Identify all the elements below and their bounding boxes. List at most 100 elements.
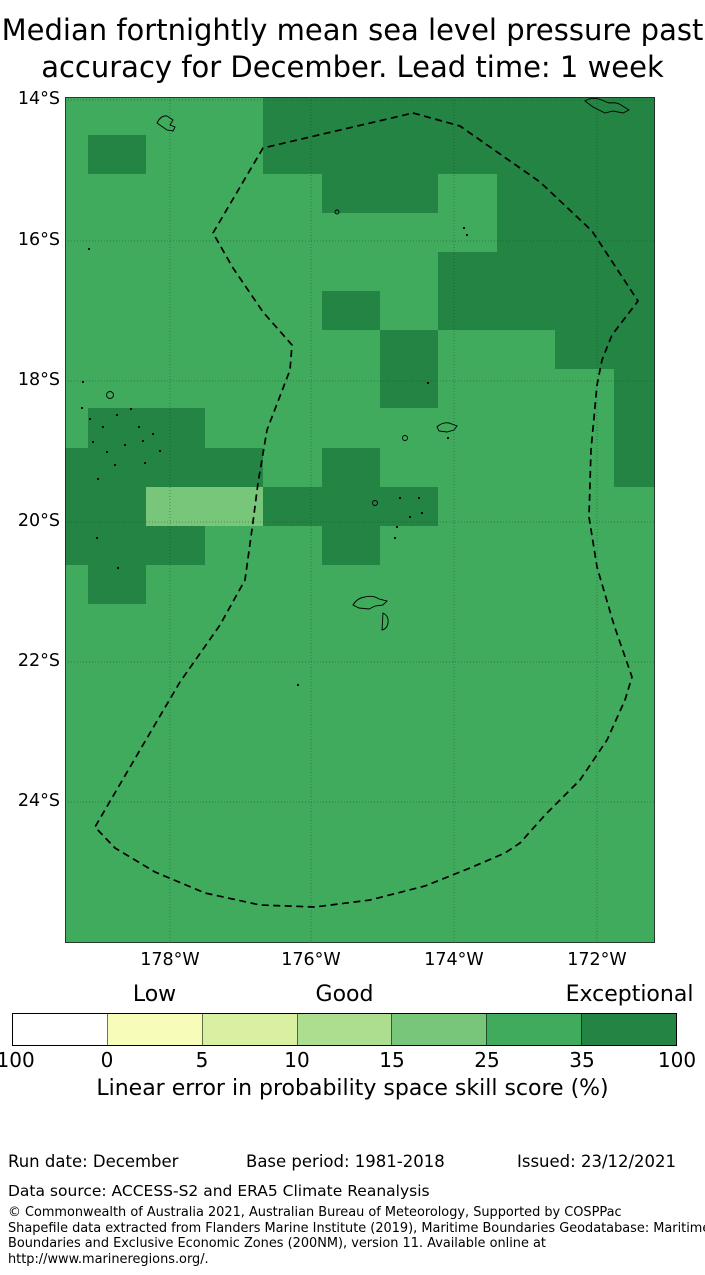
islet-speck [393,536,397,540]
lat-tick-label: 18°S [17,370,60,390]
island-outline [372,500,378,506]
skill-patch-35-100 [263,487,438,526]
islet-speck [143,461,147,465]
skill-map-svg [65,97,655,943]
islet-speck [101,425,105,429]
islet-speck [129,407,133,411]
islet-speck [96,477,100,481]
base-period-label: Base period: 1981-2018 [246,1152,445,1171]
skill-patch-35-100 [497,174,655,330]
island-outline [106,391,114,399]
islet-speck [408,515,412,519]
run-date-label: Run date: December [8,1152,179,1171]
skill-patch-35-100 [614,369,655,487]
issued-date-label: Issued: 23/12/2021 [517,1152,677,1171]
data-source-label: Data source: ACCESS-S2 and ERA5 Climate … [8,1182,430,1200]
skill-patch-35-100 [438,252,497,330]
island-outline [584,97,630,114]
figure-title-line1: Median fortnightly mean sea level pressu… [1,13,704,47]
islet-speck [116,566,120,570]
copyright-line: http://www.marineregions.org/. [8,1251,209,1267]
colorbar-segment--100-0 [13,1014,107,1045]
lat-tick-label: 14°S [17,89,60,109]
islet-speck [398,496,402,500]
lat-tick-label: 16°S [17,230,60,250]
islet-speck [137,425,141,429]
colorbar [12,1013,677,1046]
skill-patch-15-25 [146,487,263,526]
island-outline [381,612,389,631]
islet-speck [465,233,469,237]
colorbar-tick: 15 [379,1048,405,1072]
colorbar-tick: -100 [0,1048,35,1072]
islet-speck [113,463,117,467]
colorbar-quality-exceptional: Exceptional [565,982,694,1007]
colorbar-quality-good: Good [315,982,374,1007]
skill-patch-35-100 [88,135,146,174]
skill-patch-35-100 [263,97,655,174]
colorbar-tick: 5 [195,1048,209,1072]
island-outline [436,422,458,433]
islet-speck [105,450,109,454]
colorbar-tick: 10 [284,1048,310,1072]
colorbar-tick: 100 [657,1048,697,1072]
colorbar-caption: Linear error in probability space skill … [96,1076,609,1101]
colorbar-segment-5-10 [201,1014,297,1045]
figure-title: Median fortnightly mean sea level pressu… [0,12,705,94]
islet-speck [80,406,84,410]
colorbar-segment-10-15 [296,1014,392,1045]
skill-patch-35-100 [380,330,438,408]
lon-tick-label: 178°W [140,950,200,970]
lat-tick-label: 20°S [17,511,60,531]
copyright-line: © Commonwealth of Australia 2021, Austra… [8,1205,622,1220]
islet-speck [395,525,399,529]
islet-speck [151,432,155,436]
figure-title-line2: accuracy for December. Lead time: 1 week [41,50,664,84]
lon-tick-label: 174°W [424,950,484,970]
copyright-text: © Commonwealth of Australia 2021, Austra… [8,1205,705,1267]
map-plot-area [65,97,655,943]
lon-tick-label: 172°W [567,950,627,970]
islet-speck [158,449,162,453]
colorbar-segment-25-35 [486,1014,582,1045]
colorbar-quality-low: Low [132,982,177,1007]
skill-patch-35-100 [322,174,438,213]
lat-tick-label: 22°S [17,651,60,671]
islet-speck [123,443,127,447]
lat-tick-label: 24°S [17,791,60,811]
islet-speck [91,440,95,444]
island-outline [352,595,388,610]
colorbar-segment-35-100 [581,1014,677,1045]
islet-speck [426,381,430,385]
islet-speck [115,413,119,417]
skill-patch-35-100 [88,408,205,448]
eez-boundary-dashed [94,112,639,908]
islet-speck [81,380,85,384]
islet-speck [420,511,424,515]
island-outline [156,115,176,132]
islet-speck [141,439,145,443]
colorbar-segment-15-25 [391,1014,487,1045]
copyright-line: Boundaries and Exclusive Economic Zones … [8,1236,546,1251]
colorbar-tick: 25 [474,1048,500,1072]
islet-speck [296,683,300,687]
skill-patch-35-100 [65,487,146,565]
skill-patch-35-100 [146,526,205,565]
lon-tick-label: 176°W [281,950,341,970]
islet-speck [95,536,99,540]
islet-speck [87,247,91,251]
skill-patch-35-100 [555,330,655,369]
colorbar-tick: 0 [100,1048,114,1072]
skill-patch-35-100 [322,291,380,330]
skill-patch-35-100 [88,565,146,604]
skill-patch-35-100 [65,448,263,487]
islet-speck [88,417,92,421]
island-outline [334,209,340,215]
colorbar-segment-0-5 [106,1014,202,1045]
islet-speck [417,496,421,500]
islet-speck [462,226,466,230]
islet-speck [446,436,450,440]
copyright-line: Shapefile data extracted from Flanders M… [8,1220,705,1236]
colorbar-tick: 35 [569,1048,595,1072]
